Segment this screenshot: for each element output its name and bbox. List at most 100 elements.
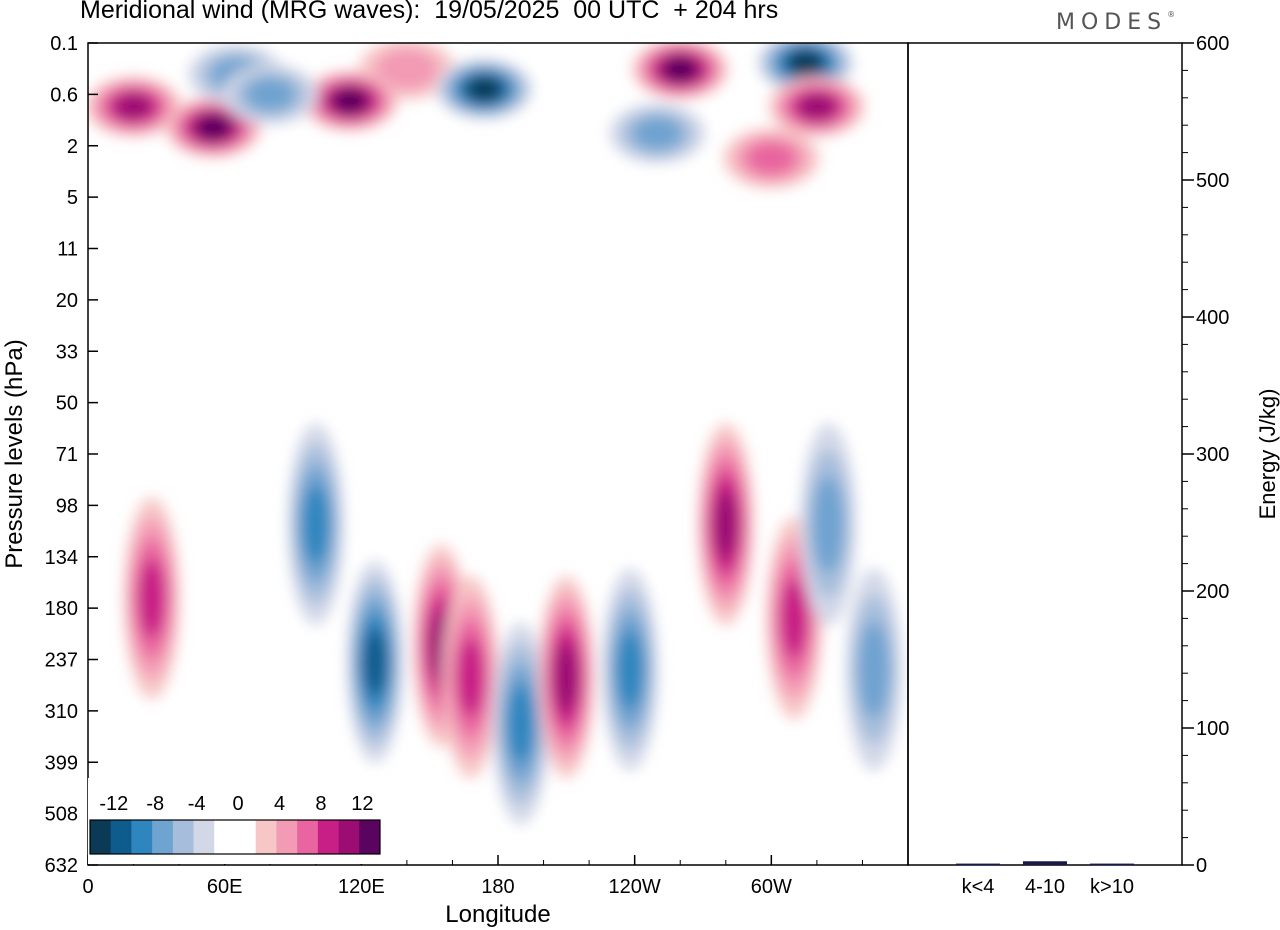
contour-field: [88, 43, 902, 825]
y-tick-label: 2: [67, 136, 78, 158]
contour-blob: [301, 70, 398, 131]
contour-level: [746, 141, 796, 175]
x-tick-label: 120W: [609, 876, 661, 898]
contour-level: [616, 630, 644, 709]
y-tick-label: 0.6: [50, 84, 78, 106]
contour-level: [812, 476, 845, 573]
energy-tick-label: 400: [1196, 307, 1229, 329]
y-tick-label: 0.1: [50, 33, 78, 55]
x-tick-label: 60W: [751, 876, 792, 898]
colorbar-label: 12: [351, 793, 373, 815]
colorbar-label: 0: [233, 793, 244, 815]
colorbar-swatch: [193, 820, 215, 854]
energy-bars: k<4 4-10 k>10: [956, 861, 1134, 898]
energy-tick-label: 0: [1196, 855, 1207, 877]
brand-logo: MODES®: [1056, 10, 1176, 35]
contour-level: [245, 77, 295, 112]
energy-category-label: 4-10: [1025, 876, 1065, 898]
y-tick-label: 180: [45, 598, 78, 620]
contour-blob: [768, 76, 865, 137]
contour-level: [375, 48, 439, 91]
contour-level: [858, 621, 890, 718]
colorbar-swatch: [90, 820, 112, 854]
y-tick-label: 11: [57, 239, 78, 261]
energy-axis-label: Energy (J/kg): [1255, 389, 1280, 520]
contour-level: [507, 684, 535, 763]
y-tick-label: 71: [56, 444, 78, 466]
energy-axis: 0 100 200 300 400 500 600: [1182, 33, 1229, 877]
contour-blob: [845, 568, 902, 771]
energy-tick-label: 200: [1196, 581, 1229, 603]
y-tick-label: 5: [67, 187, 78, 209]
colorbar-swatch: [276, 820, 298, 854]
colorbar-swatch: [110, 820, 132, 854]
y-tick-label: 50: [56, 393, 78, 415]
y-tick-label: 134: [45, 547, 78, 569]
contour-blob: [602, 568, 659, 771]
contour-blob: [723, 128, 820, 189]
contour-blob: [609, 103, 706, 164]
colorbar-swatch: [152, 820, 174, 854]
contour-blob: [538, 576, 595, 779]
y-tick-label: 98: [56, 495, 78, 517]
y-axis: 0.1 0.6 2 5 11 20 33 50 71 98 134 180 237 310 399 508 63…: [45, 33, 98, 877]
contour-level: [664, 57, 697, 82]
contour-level: [362, 628, 388, 696]
colorbar-swatch: [338, 820, 360, 854]
colorbar-swatch: [131, 820, 153, 854]
y-tick-label: 632: [45, 855, 78, 877]
x-axis: 0 60E 120E 180 120W 60W: [82, 855, 909, 898]
contour-level: [780, 579, 808, 658]
contour-blob: [436, 59, 533, 120]
x-tick-label: 120E: [338, 876, 385, 898]
contour-blob: [123, 497, 180, 700]
contour-level: [115, 93, 152, 120]
x-tick-label: 60E: [207, 876, 243, 898]
contour-blob: [287, 423, 344, 626]
contour-blob: [347, 560, 403, 763]
y-tick-label: 20: [56, 290, 78, 312]
contour-blob: [222, 64, 319, 125]
y-tick-label: 508: [45, 804, 78, 826]
contour-level: [333, 89, 367, 113]
y-tick-label: 237: [45, 650, 78, 672]
y-tick-label: 310: [45, 701, 78, 723]
energy-tick-label: 300: [1196, 444, 1229, 466]
contour-blob: [800, 423, 857, 626]
chart-title: Meridional wind (MRG waves): 19/05/2025 …: [80, 0, 779, 24]
colorbar-label: -4: [188, 793, 206, 815]
contour-blob: [697, 423, 754, 626]
colorbar: -12 -8 -4 0 4 8 12: [88, 778, 382, 864]
contour-level: [138, 559, 166, 638]
energy-plot-frame: [907, 42, 1183, 866]
colorbar-swatch: [172, 820, 195, 854]
colorbar-label: -12: [99, 793, 128, 815]
contour-level: [554, 644, 579, 711]
colorbar-swatch: [297, 820, 319, 854]
contour-level: [798, 93, 835, 120]
x-tick-label: 180: [481, 876, 514, 898]
contour-level: [468, 77, 501, 101]
contour-level: [457, 638, 485, 717]
contour-level: [713, 491, 739, 558]
colorbar-swatch: [235, 820, 257, 854]
energy-bar: [956, 863, 1000, 866]
colorbar-label: 8: [315, 793, 326, 815]
energy-bar: [1090, 863, 1134, 866]
contour-level: [632, 116, 683, 151]
y-tick-label: 33: [56, 341, 78, 363]
contour-level: [302, 485, 330, 564]
contour-blob: [88, 76, 182, 137]
colorbar-swatch: [359, 820, 381, 854]
energy-tick-label: 100: [1196, 718, 1229, 740]
contour-level: [789, 51, 822, 75]
energy-category-label: k>10: [1090, 876, 1134, 898]
energy-category-label: k<4: [962, 876, 995, 898]
x-axis-label: Longitude: [445, 901, 550, 928]
energy-tick-label: 500: [1196, 170, 1229, 192]
colorbar-frame: [89, 819, 381, 855]
energy-bar: [1023, 861, 1067, 865]
colorbar-swatch: [255, 820, 277, 854]
contour-blob: [492, 622, 549, 825]
energy-tick-label: 600: [1196, 33, 1229, 55]
